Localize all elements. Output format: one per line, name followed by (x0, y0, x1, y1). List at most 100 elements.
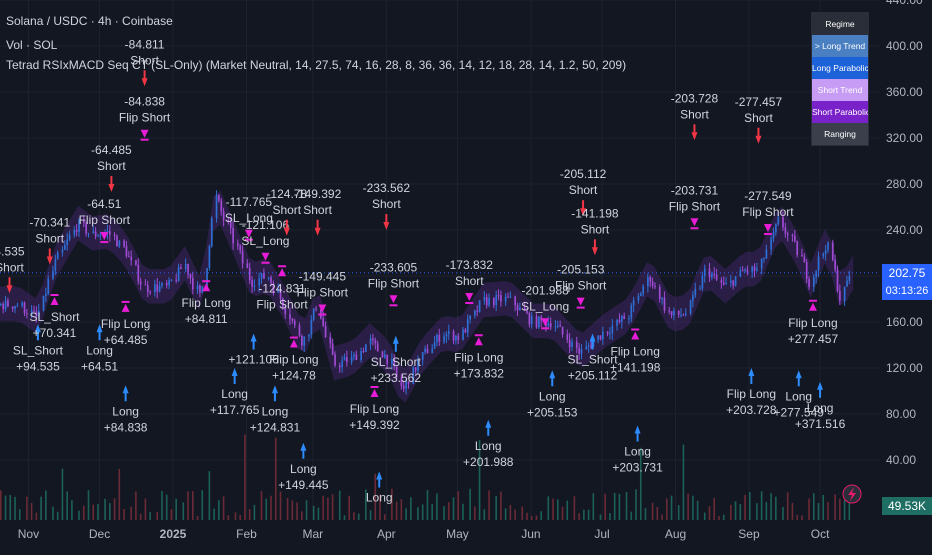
signal-label: Flip Short (669, 199, 721, 213)
candle-body (528, 313, 531, 325)
signal-label: +205.112 (568, 369, 618, 383)
volume-bar (97, 504, 99, 520)
volume-bar (630, 511, 633, 520)
candle-body (578, 347, 581, 354)
candle-body (447, 331, 450, 335)
signal-label: +84.838 (104, 420, 148, 434)
volume-bar (547, 496, 550, 520)
x-tick-label: Apr (377, 527, 396, 541)
volume-bar (739, 504, 742, 520)
candle-body (303, 336, 306, 346)
candle-body (215, 195, 218, 218)
candle-body (464, 329, 467, 333)
candle-body (824, 250, 827, 254)
volume-bar (765, 502, 768, 520)
candle-body (651, 281, 654, 286)
volume-bar (253, 504, 256, 520)
volume-bar (843, 500, 846, 520)
volume-bar (118, 468, 121, 520)
candle-body (180, 267, 182, 270)
signal-label: +149.445 (278, 478, 329, 492)
candle-body (350, 356, 353, 363)
volume-bar (822, 494, 825, 520)
volume-bar (566, 500, 569, 520)
y-tick-label: 240.00 (886, 223, 923, 237)
signal-label: Flip Long (727, 387, 776, 401)
candle-body (699, 288, 701, 290)
volume-bar (187, 491, 189, 520)
volume-bar (639, 447, 642, 520)
long-signal-arrow (795, 370, 802, 379)
candle-body (445, 334, 448, 337)
candle-body (92, 231, 95, 234)
volume-bar (265, 498, 268, 520)
candle-body (68, 234, 71, 240)
symbol-title[interactable]: Solana / USDC · 4h · Coinbase (6, 14, 173, 28)
candle-body (201, 285, 204, 293)
flip-long-marker (50, 297, 59, 305)
y-tick-label: 280.00 (886, 177, 923, 191)
candle-body (514, 296, 517, 306)
flip-short-marker (140, 129, 149, 138)
flip-short-marker (763, 224, 772, 232)
flip-long-marker (474, 337, 483, 346)
candle-body (127, 256, 130, 258)
flip-short-marker (690, 218, 699, 227)
volume-bar (410, 497, 412, 520)
volume-bar (661, 514, 663, 520)
candle-body (374, 340, 377, 344)
volume-bar (52, 506, 54, 520)
volume-legend[interactable]: Vol · SOL (6, 38, 58, 52)
volume-bar (248, 509, 251, 520)
flip-short-marker (318, 304, 327, 313)
volume-bar (369, 510, 372, 520)
flip-long-marker (289, 339, 298, 348)
volume-bar (395, 501, 398, 520)
candle-body (801, 255, 803, 257)
volume-bar (14, 496, 16, 520)
candle-body (78, 220, 80, 232)
candle-body (146, 285, 149, 292)
volume-bar (504, 508, 507, 520)
volume-bar (353, 512, 355, 520)
volume-bar (426, 490, 429, 520)
candle-body (267, 277, 270, 279)
signal-label: +277.549 (774, 405, 825, 419)
candle-body (587, 345, 590, 347)
signal-label: Short (130, 53, 159, 67)
candle-body (158, 286, 161, 292)
signal-label: Flip Short (742, 205, 794, 219)
lightning-icon[interactable] (842, 484, 862, 504)
candle-body (431, 348, 434, 353)
signal-label: -277.457 (735, 95, 783, 109)
candle-body (725, 282, 727, 285)
candle-body (734, 276, 737, 286)
candle-body (395, 366, 398, 378)
candle-body (556, 325, 559, 327)
regime-row-short-parabolic: Short Parabolic (812, 101, 868, 123)
volume-bar (286, 497, 289, 520)
candle-body (30, 310, 33, 315)
candle-body (585, 346, 588, 350)
candle-body (402, 385, 405, 389)
candle-body (334, 354, 336, 366)
volume-bar (587, 509, 590, 520)
candle-body (488, 297, 490, 306)
long-signal-arrow (634, 425, 641, 434)
signal-label: SL_Short (13, 343, 64, 357)
signal-label: -201.988 (521, 283, 569, 297)
volume-bar (431, 503, 433, 520)
candle-body (765, 249, 768, 259)
candle-body (260, 273, 263, 279)
candle-body (109, 231, 111, 235)
short-signal-arrow (141, 78, 148, 87)
regime-row-long-trend: > Long Trend (812, 35, 868, 57)
indicator-legend[interactable]: Tetrad RSIxMACD Seq CT (SL-Only) (Market… (6, 58, 627, 72)
candle-body (322, 318, 325, 326)
candle-body (237, 243, 239, 246)
signal-label: Flip Long (101, 317, 150, 331)
candle-body (381, 351, 384, 358)
y-tick-label: 400.00 (886, 39, 923, 53)
